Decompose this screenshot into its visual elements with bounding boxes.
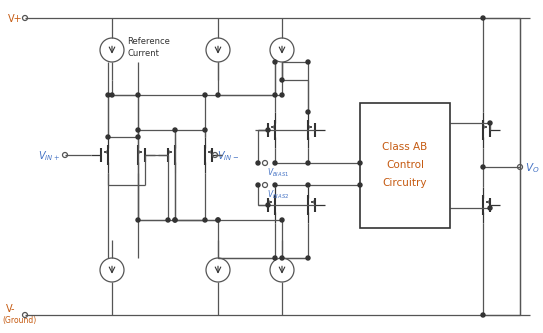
Text: $V_{BIAS2}$: $V_{BIAS2}$ xyxy=(267,189,289,201)
Circle shape xyxy=(358,183,362,187)
Circle shape xyxy=(256,183,260,187)
Circle shape xyxy=(203,93,207,97)
Text: Reference: Reference xyxy=(127,38,170,47)
Text: $V_{IN+}$: $V_{IN+}$ xyxy=(38,149,60,163)
Text: Class AB: Class AB xyxy=(382,143,428,153)
Text: (Ground): (Ground) xyxy=(2,315,36,324)
Circle shape xyxy=(136,93,140,97)
Text: V-: V- xyxy=(6,304,16,314)
Text: Circuitry: Circuitry xyxy=(383,178,427,188)
Circle shape xyxy=(106,93,110,97)
Circle shape xyxy=(266,203,270,207)
Bar xyxy=(360,103,450,228)
Text: Current: Current xyxy=(127,50,159,59)
Text: Control: Control xyxy=(386,161,424,170)
Circle shape xyxy=(136,218,140,222)
Circle shape xyxy=(273,256,277,260)
Circle shape xyxy=(306,183,310,187)
Circle shape xyxy=(216,93,220,97)
Circle shape xyxy=(280,256,284,260)
Circle shape xyxy=(273,183,277,187)
Text: $V_O$: $V_O$ xyxy=(525,161,540,175)
Circle shape xyxy=(166,218,170,222)
Circle shape xyxy=(273,60,277,64)
Circle shape xyxy=(136,135,140,139)
Circle shape xyxy=(173,218,177,222)
Circle shape xyxy=(488,206,492,210)
Circle shape xyxy=(273,93,277,97)
Text: V+: V+ xyxy=(8,14,23,24)
Circle shape xyxy=(358,161,362,165)
Circle shape xyxy=(266,128,270,132)
Circle shape xyxy=(110,93,114,97)
Circle shape xyxy=(173,128,177,132)
Circle shape xyxy=(273,161,277,165)
Circle shape xyxy=(256,161,260,165)
Circle shape xyxy=(216,218,220,222)
Circle shape xyxy=(488,121,492,125)
Circle shape xyxy=(203,218,207,222)
Text: $V_{BIAS1}$: $V_{BIAS1}$ xyxy=(267,167,289,179)
Circle shape xyxy=(203,128,207,132)
Circle shape xyxy=(136,128,140,132)
Circle shape xyxy=(106,135,110,139)
Circle shape xyxy=(280,78,284,82)
Circle shape xyxy=(481,313,485,317)
Circle shape xyxy=(173,218,177,222)
Circle shape xyxy=(306,256,310,260)
Circle shape xyxy=(216,218,220,222)
Circle shape xyxy=(481,165,485,169)
Circle shape xyxy=(280,93,284,97)
Circle shape xyxy=(306,60,310,64)
Text: $V_{IN-}$: $V_{IN-}$ xyxy=(217,149,239,163)
Circle shape xyxy=(306,110,310,114)
Circle shape xyxy=(306,161,310,165)
Circle shape xyxy=(280,218,284,222)
Circle shape xyxy=(481,16,485,20)
